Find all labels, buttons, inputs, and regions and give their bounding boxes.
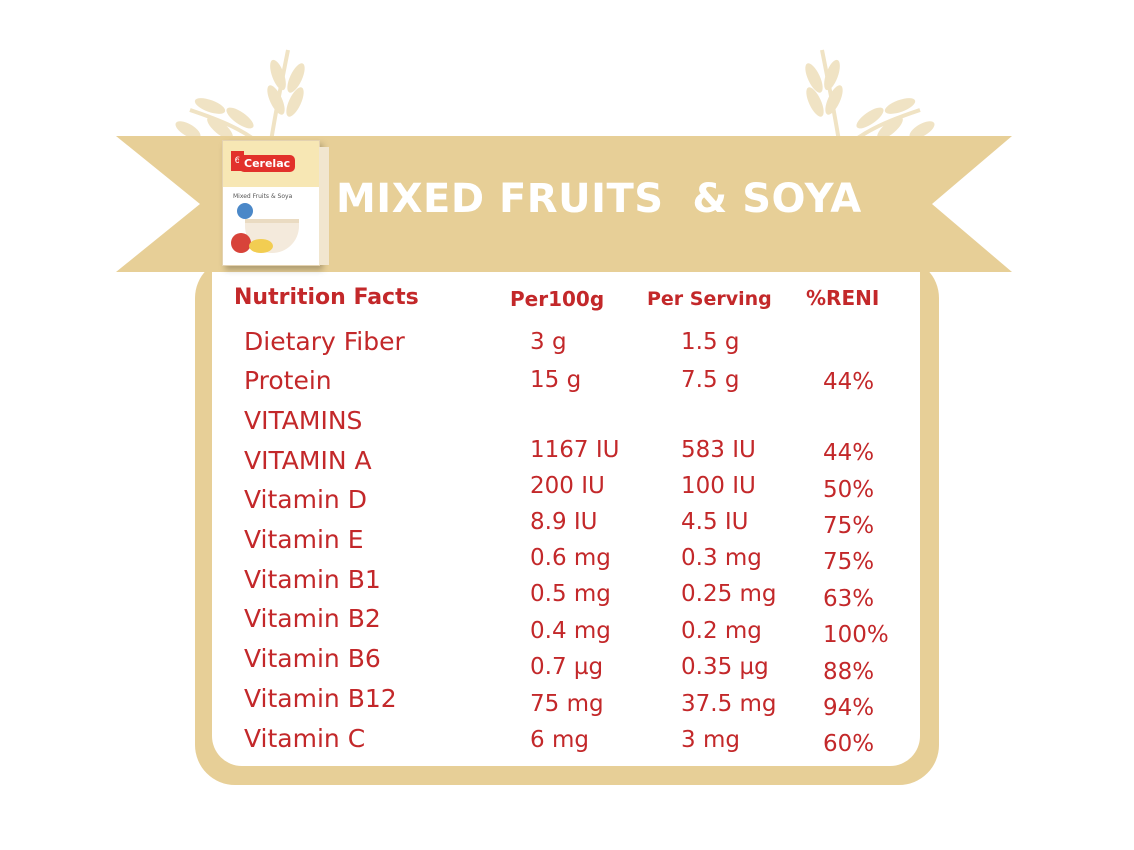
row-reni: 94% [823, 695, 875, 721]
page-title: MIXED FRUITS & SOYA [336, 176, 862, 222]
row-per100g: 200 IU [530, 473, 605, 499]
header-reni: %RENI [806, 286, 880, 310]
row-name: Vitamin E [244, 525, 364, 554]
row-per-serving: 3 mg [681, 727, 740, 753]
row-name: Protein [244, 366, 332, 395]
row-per100g: 6 mg [530, 727, 589, 753]
apple-icon [231, 233, 251, 253]
row-per-serving: 0.2 mg [681, 618, 762, 644]
row-per100g: 75 mg [530, 691, 604, 717]
banana-icon [249, 239, 273, 253]
row-per-serving: 0.3 mg [681, 545, 762, 571]
brand-logo: Cerelac [239, 155, 296, 172]
row-per100g: 15 g [530, 367, 582, 393]
row-reni: 75% [823, 513, 875, 539]
row-reni: 60% [823, 731, 875, 757]
row-name: Vitamin B6 [244, 644, 381, 673]
nutrition-card [195, 258, 939, 785]
title-ribbon [116, 136, 1012, 272]
product-box-image: 6 Cerelac Mixed Fruits & Soya [222, 140, 329, 266]
header-per-serving: Per Serving [647, 288, 772, 310]
row-per-serving: 7.5 g [681, 367, 740, 393]
row-reni: 44% [823, 440, 875, 466]
mascot-icon [237, 203, 253, 219]
row-per100g: 0.6 mg [530, 545, 611, 571]
row-per-serving: 0.25 mg [681, 581, 777, 607]
row-per100g: 0.7 µg [530, 654, 604, 680]
row-name: Vitamin D [244, 485, 367, 514]
row-name: Vitamin B1 [244, 565, 381, 594]
header-per100g: Per100g [510, 287, 605, 311]
row-per-serving: 100 IU [681, 473, 756, 499]
row-reni: 75% [823, 549, 875, 575]
row-name: Vitamin C [244, 724, 366, 753]
row-per100g: 8.9 IU [530, 509, 598, 535]
row-per-serving: 1.5 g [681, 329, 740, 355]
row-name: Dietary Fiber [244, 327, 405, 356]
nutrition-panel [212, 258, 920, 766]
row-reni: 50% [823, 477, 875, 503]
row-name: Vitamin B12 [244, 684, 397, 713]
row-per-serving: 4.5 IU [681, 509, 749, 535]
row-name: Vitamin B2 [244, 604, 381, 633]
header-nutrition-facts: Nutrition Facts [234, 285, 419, 310]
row-reni: 100% [823, 622, 889, 648]
row-reni: 44% [823, 369, 875, 395]
row-per100g: 3 g [530, 329, 567, 355]
row-per100g: 0.4 mg [530, 618, 611, 644]
row-name: VITAMIN A [244, 446, 372, 475]
row-name: VITAMINS [244, 406, 363, 435]
row-per-serving: 37.5 mg [681, 691, 777, 717]
row-per-serving: 583 IU [681, 437, 756, 463]
row-reni: 88% [823, 659, 875, 685]
row-reni: 63% [823, 586, 875, 612]
row-per100g: 1167 IU [530, 437, 620, 463]
row-per100g: 0.5 mg [530, 581, 611, 607]
product-variant: Mixed Fruits & Soya [233, 193, 293, 200]
row-per-serving: 0.35 µg [681, 654, 769, 680]
